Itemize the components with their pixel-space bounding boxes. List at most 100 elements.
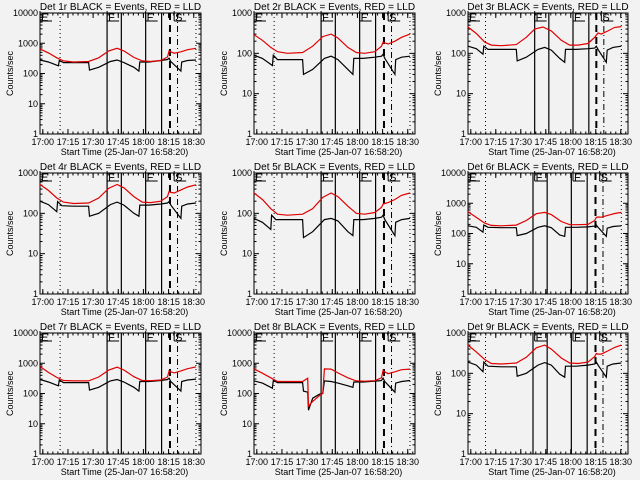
lld-series-line: [39, 47, 197, 63]
flag-marker-label: F: [108, 172, 115, 184]
lld-series-line: [39, 183, 197, 205]
flag-marker-label: S: [389, 172, 396, 184]
panel-title: Det 7r BLACK = Events, RED = LLD: [40, 322, 201, 333]
panel-9: Det 9r BLACK = Events, RED = LLD 1 10 100 10…: [433, 322, 632, 477]
x-tick-label: 17:15: [485, 457, 508, 467]
flag-marker-label: F: [322, 332, 329, 344]
y-tick-label: 1000: [18, 38, 38, 48]
flag-marker-label: E: [41, 332, 48, 344]
x-tick-label: 18:30: [610, 297, 633, 307]
x-axis-title: Start Time (25-Jan-07 16:58:20): [61, 307, 189, 317]
x-tick-label: 18:00: [560, 137, 583, 147]
y-tick-label: 10: [242, 89, 252, 99]
x-tick-label: 18:00: [346, 457, 369, 467]
panel-title: Det 3r BLACK = Events, RED = LLD: [467, 2, 628, 13]
flag-marker-label: E: [469, 12, 476, 24]
flag-marker-label: S: [601, 172, 608, 184]
x-tick-label: 17:15: [271, 137, 294, 147]
flag-marker-label: E: [41, 12, 48, 24]
x-tick-label: 17:30: [510, 457, 533, 467]
x-tick-label: 18:15: [585, 137, 608, 147]
x-tick-label: 18:30: [182, 457, 205, 467]
x-axis-title: Start Time (25-Jan-07 16:58:20): [488, 307, 616, 317]
x-tick-label: 18:00: [560, 457, 583, 467]
y-tick-label: 1: [247, 129, 252, 139]
flag-marker-label: F: [147, 172, 154, 184]
lld-series-line: [467, 344, 622, 365]
flag-marker-label: F: [574, 332, 581, 344]
plot-frame: [253, 172, 416, 295]
y-tick-label: 100: [451, 368, 466, 378]
flag-marker-label: F: [574, 12, 581, 24]
y-tick-label: 1: [33, 129, 38, 139]
plot-frame: [39, 172, 202, 295]
events-series-line: [253, 377, 411, 411]
panel-title: Det 1r BLACK = Events, RED = LLD: [40, 2, 201, 13]
y-tick-label: 10000: [13, 328, 38, 338]
panel-title: Det 9r BLACK = Events, RED = LLD: [467, 322, 628, 333]
y-tick-label: 100: [237, 389, 252, 399]
x-tick-label: 17:45: [107, 297, 130, 307]
y-tick-label: 10: [456, 89, 466, 99]
flag-marker-label: F: [361, 332, 368, 344]
x-tick-label: 17:15: [57, 137, 80, 147]
y-tick-label: 1000: [446, 328, 466, 338]
x-tick-label: 18:15: [585, 457, 608, 467]
y-axis-title: Counts/sec: [433, 370, 443, 416]
x-tick-label: 18:15: [157, 297, 180, 307]
y-tick-label: 100: [237, 48, 252, 58]
flag-marker-label: F: [147, 12, 154, 24]
y-axis-title: Counts/sec: [433, 210, 443, 256]
panel-title: Det 4r BLACK = Events, RED = LLD: [40, 162, 201, 173]
flag-marker-label: F: [574, 172, 581, 184]
y-tick-label: 1: [461, 449, 466, 459]
x-tick-label: 17:30: [82, 137, 105, 147]
x-tick-label: 18:30: [610, 137, 633, 147]
plot-frame: [467, 12, 629, 135]
flag-marker-label: F: [536, 12, 543, 24]
x-tick-label: 17:00: [460, 457, 483, 467]
x-tick-label: 18:30: [610, 457, 633, 467]
x-tick-label: 17:00: [460, 137, 483, 147]
flag-marker-label: F: [536, 172, 543, 184]
panel-1: Det 1r BLACK = Events, RED = LLD 1 10 100 10…: [5, 2, 205, 157]
y-tick-label: 1: [461, 289, 466, 299]
y-tick-label: 1: [33, 289, 38, 299]
x-tick-label: 18:15: [371, 137, 394, 147]
flag-marker-label: S: [389, 332, 396, 344]
x-axis-title: Start Time (25-Jan-07 16:58:20): [61, 467, 189, 477]
x-tick-label: 17:30: [510, 137, 533, 147]
x-tick-label: 17:00: [32, 297, 55, 307]
x-tick-label: 17:30: [510, 297, 533, 307]
x-tick-label: 18:00: [560, 297, 583, 307]
x-tick-label: 17:45: [535, 457, 558, 467]
lld-series-line: [253, 33, 411, 54]
flag-marker-label: F: [536, 332, 543, 344]
flag-marker-label: E: [469, 172, 476, 184]
lld-series-line: [253, 192, 411, 216]
y-axis-title: Counts/sec: [219, 370, 229, 416]
panel-3: Det 3r BLACK = Events, RED = LLD 1 10 100 10…: [433, 2, 632, 157]
x-axis-title: Start Time (25-Jan-07 16:58:20): [488, 467, 616, 477]
y-tick-label: 1000: [232, 358, 252, 368]
x-tick-label: 18:00: [132, 297, 155, 307]
x-tick-label: 17:30: [296, 297, 319, 307]
y-tick-label: 1: [33, 449, 38, 459]
x-axis-title: Start Time (25-Jan-07 16:58:20): [488, 147, 616, 157]
x-tick-label: 18:15: [157, 457, 180, 467]
x-tick-label: 17:45: [107, 137, 130, 147]
x-tick-label: 17:45: [107, 457, 130, 467]
x-tick-label: 17:45: [535, 297, 558, 307]
flag-marker-label: E: [255, 12, 262, 24]
x-tick-label: 17:45: [321, 457, 344, 467]
panel-title: Det 6r BLACK = Events, RED = LLD: [467, 162, 628, 173]
flag-marker-label: S: [601, 332, 608, 344]
panel-7: Det 7r BLACK = Events, RED = LLD 1 10 100 10…: [5, 322, 205, 477]
x-tick-label: 17:30: [82, 457, 105, 467]
y-tick-label: 10: [242, 249, 252, 259]
flag-marker-label: F: [361, 172, 368, 184]
plot-frame: [467, 332, 629, 455]
lld-series-line: [467, 211, 622, 227]
